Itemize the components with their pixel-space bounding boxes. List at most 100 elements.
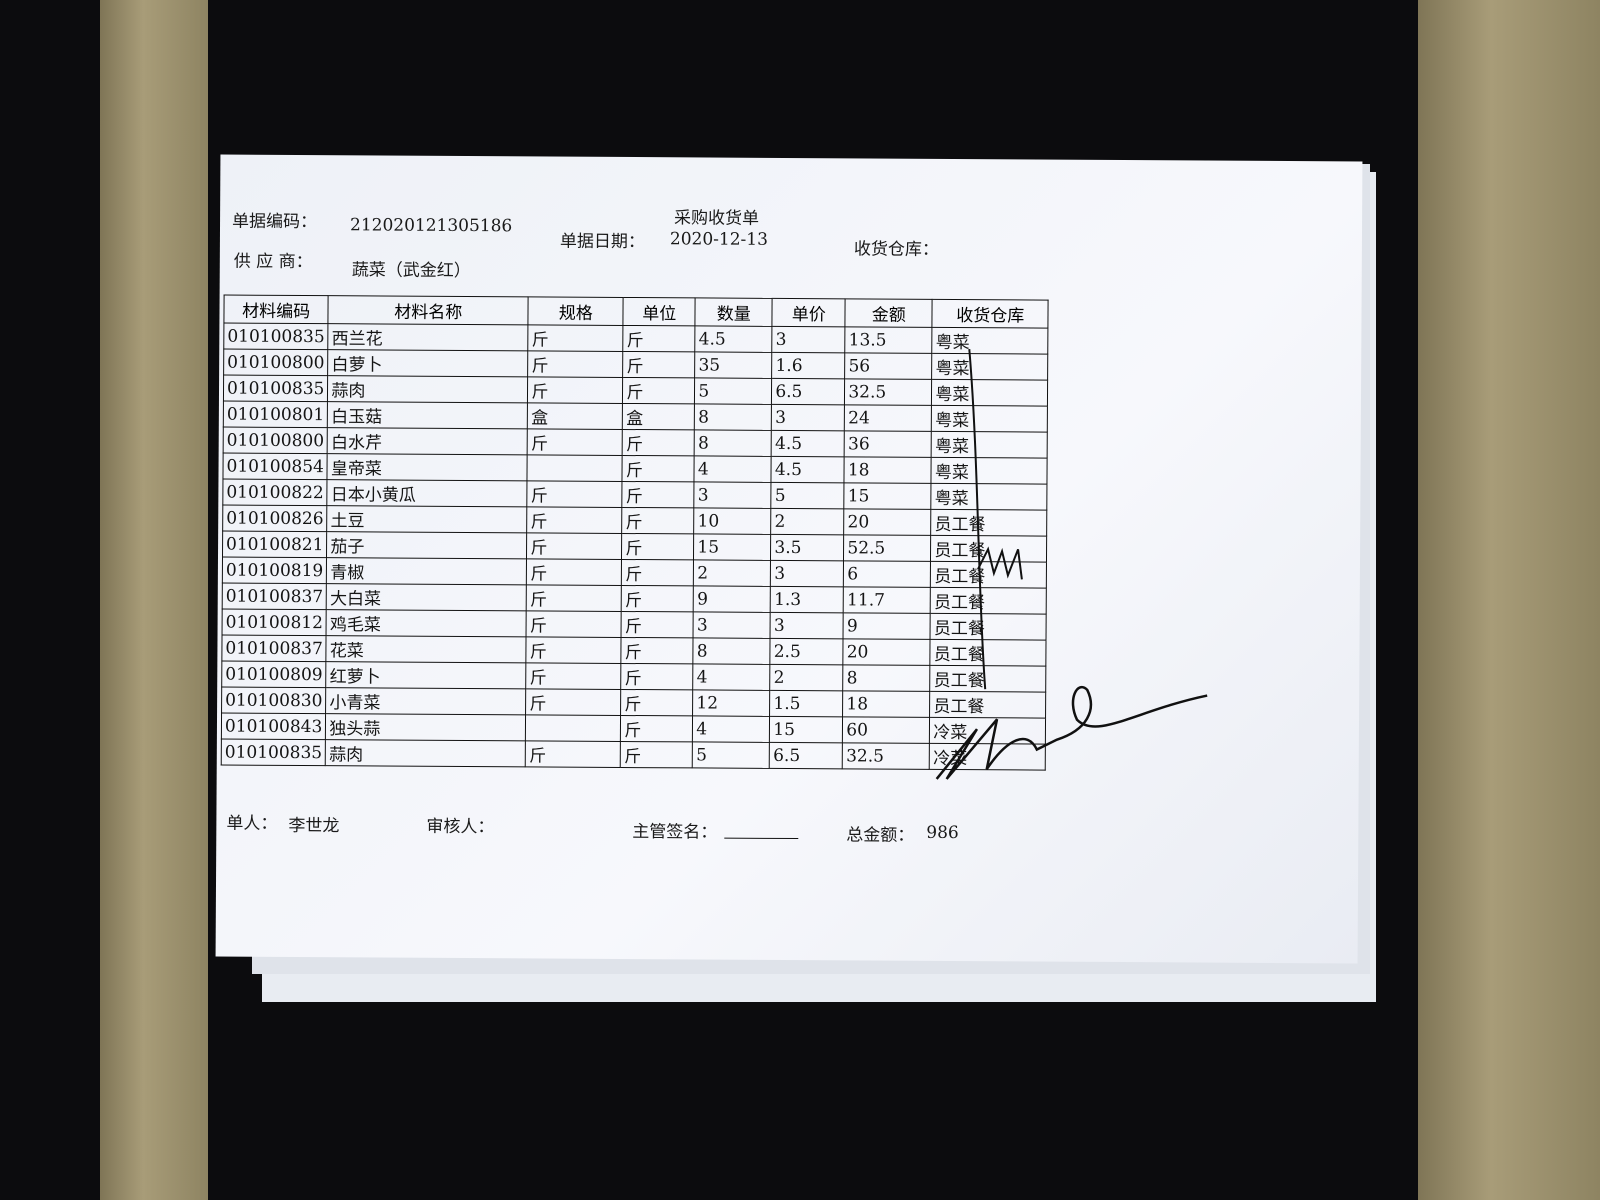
table-cell: 青椒 bbox=[326, 557, 527, 585]
table-cell: 斤 bbox=[525, 740, 621, 768]
table-cell: 红萝卜 bbox=[326, 661, 527, 689]
table-cell: 斤 bbox=[528, 324, 624, 352]
table-cell: 1.5 bbox=[769, 690, 844, 717]
signatures bbox=[935, 349, 1208, 780]
value: 李世龙 bbox=[288, 815, 340, 837]
table-cell: 斤 bbox=[525, 688, 622, 716]
table-cell: 蒜肉 bbox=[325, 739, 526, 767]
table-cell: 斤 bbox=[621, 637, 694, 664]
column-header: 材料名称 bbox=[328, 295, 529, 325]
table-cell: 1.3 bbox=[770, 586, 844, 613]
table-cell: 8 bbox=[693, 637, 771, 665]
table-cell: 010100822 bbox=[222, 479, 328, 506]
table-cell: 5 bbox=[692, 741, 770, 769]
table-cell: 4 bbox=[692, 715, 770, 743]
column-header: 数量 bbox=[695, 297, 773, 327]
value: 2020-12-13 bbox=[669, 229, 769, 250]
table-cell: 5 bbox=[771, 482, 845, 509]
table-cell: 8 bbox=[694, 403, 772, 431]
table-cell: 010100800 bbox=[223, 427, 328, 454]
table-cell: 斤 bbox=[620, 741, 693, 768]
table-cell: 斤 bbox=[526, 636, 622, 664]
wood-right bbox=[1418, 0, 1600, 1200]
table-cell: 010100837 bbox=[221, 635, 327, 662]
table-cell: 15 bbox=[769, 716, 843, 743]
table-cell: 斤 bbox=[621, 559, 694, 586]
doc-title: 采购收货单 bbox=[674, 208, 760, 229]
table-cell: 010100837 bbox=[222, 583, 327, 610]
table-cell bbox=[525, 714, 621, 742]
table-cell: 010100801 bbox=[223, 401, 328, 428]
table-cell: 010100835 bbox=[223, 323, 329, 350]
column-header: 规格 bbox=[528, 296, 624, 326]
table-cell: 35 bbox=[694, 351, 773, 379]
table-cell: 010100800 bbox=[223, 349, 329, 376]
table-cell: 斤 bbox=[622, 351, 696, 378]
table-cell: 日本小黄瓜 bbox=[327, 479, 528, 507]
table-cell: 3 bbox=[772, 326, 846, 353]
table-cell: 15 bbox=[693, 533, 771, 561]
table-cell: 斤 bbox=[622, 377, 695, 404]
table-cell: 斤 bbox=[621, 533, 694, 560]
table-cell: 010100835 bbox=[221, 739, 326, 766]
table-cell: 010100830 bbox=[221, 687, 327, 714]
table-cell: 010100826 bbox=[222, 505, 328, 532]
table-cell: 白玉菇 bbox=[327, 401, 528, 429]
table-cell: 土豆 bbox=[327, 505, 528, 533]
column-header: 收货仓库 bbox=[932, 299, 1049, 329]
table-cell: 花菜 bbox=[326, 635, 527, 663]
table-cell: 斤 bbox=[621, 585, 694, 612]
table-cell: 010100843 bbox=[221, 713, 326, 740]
table-cell: 4.5 bbox=[771, 456, 845, 483]
label: 收货仓库： bbox=[853, 239, 939, 260]
label: 单据日期： bbox=[559, 231, 645, 253]
table-cell: 鸡毛菜 bbox=[326, 609, 527, 637]
table-cell: 茄子 bbox=[326, 531, 527, 559]
table-cell: 斤 bbox=[526, 532, 622, 560]
value: 蔬菜（武金红） bbox=[351, 260, 471, 282]
table-cell: 白水芹 bbox=[327, 427, 528, 455]
table-cell: 斤 bbox=[620, 689, 694, 716]
table-cell: 斤 bbox=[527, 480, 623, 508]
table-cell: 3 bbox=[770, 612, 844, 639]
table-cell: 小青菜 bbox=[325, 687, 527, 715]
table-cell: 斤 bbox=[621, 663, 694, 690]
table-cell: 010100835 bbox=[223, 375, 328, 402]
table-cell: 独头蒜 bbox=[325, 713, 526, 741]
table-cell: 斤 bbox=[620, 715, 693, 742]
table-cell: 斤 bbox=[526, 610, 622, 638]
table-cell: 斤 bbox=[526, 584, 622, 612]
table-cell: 皇帝菜 bbox=[327, 453, 528, 481]
table-cell: 3 bbox=[694, 481, 772, 509]
table-cell: 3 bbox=[771, 404, 845, 431]
table-cell: 1.6 bbox=[771, 352, 846, 379]
table-cell: 9 bbox=[693, 585, 771, 613]
table-cell: 4.5 bbox=[771, 430, 845, 457]
wood-left bbox=[100, 0, 208, 1200]
label: 单人： bbox=[226, 813, 278, 834]
table-cell: 10 bbox=[693, 507, 772, 535]
table-cell: 3 bbox=[770, 560, 844, 587]
table-cell: 大白菜 bbox=[326, 583, 527, 611]
table-cell: 斤 bbox=[623, 325, 696, 352]
table-cell: 斤 bbox=[621, 611, 694, 638]
table-cell bbox=[527, 454, 623, 482]
column-header: 金额 bbox=[845, 298, 933, 328]
table-cell: 盒 bbox=[527, 402, 623, 430]
table-cell: 010100819 bbox=[222, 557, 327, 584]
table-cell: 斤 bbox=[526, 506, 623, 534]
signature-line bbox=[724, 837, 799, 840]
table-cell: 斤 bbox=[527, 376, 623, 404]
value: 212020121305186 bbox=[349, 215, 513, 237]
label: 总金额： bbox=[846, 825, 915, 846]
column-header: 单价 bbox=[772, 298, 846, 327]
table-cell: 斤 bbox=[526, 558, 622, 586]
column-header: 单位 bbox=[623, 297, 696, 326]
table-cell: 8 bbox=[694, 429, 772, 457]
table-cell: 斤 bbox=[621, 507, 695, 534]
table-cell: 2.5 bbox=[770, 638, 844, 665]
label: 供 应 商： bbox=[233, 251, 313, 273]
table-cell: 010100854 bbox=[222, 453, 328, 480]
table-cell: 白萝卜 bbox=[327, 349, 529, 377]
label: 单据编码： bbox=[231, 211, 318, 233]
